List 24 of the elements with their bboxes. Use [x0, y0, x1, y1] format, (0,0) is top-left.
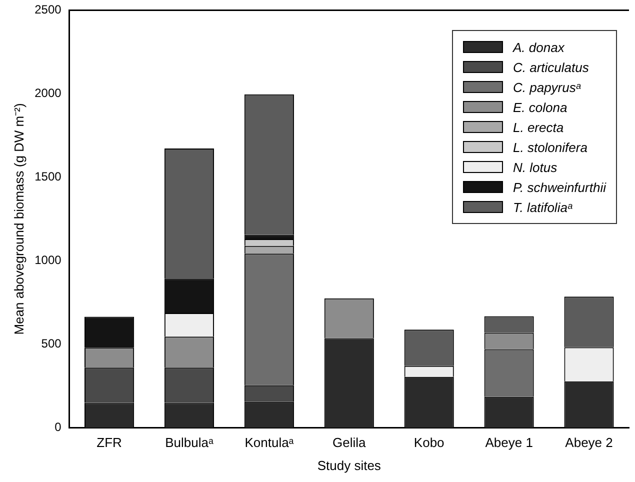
legend-label: N. lotus: [513, 160, 558, 175]
legend-label: C. articulatus: [513, 60, 589, 75]
y-axis-title: Mean aboveground biomass (g DW m⁻²): [11, 103, 26, 335]
x-tick-label: Bulbulaᵃ: [165, 435, 214, 450]
x-tick-label: Abeye 1: [485, 435, 533, 450]
x-tick-label: Abeye 2: [565, 435, 613, 450]
y-tick-label: 2500: [34, 2, 62, 17]
legend-label: A. donax: [513, 40, 564, 55]
y-tick-label: 0: [54, 420, 62, 434]
x-tick-label: Kobo: [414, 435, 444, 450]
x-tick-label: Kontulaᵃ: [244, 435, 294, 450]
y-tick-label: 1500: [34, 170, 62, 184]
legend-label: L. erecta: [513, 120, 564, 135]
legend-label: C. papyrusᵃ: [513, 80, 581, 95]
x-axis-title: Study sites: [317, 458, 382, 473]
y-tick-label: 1000: [34, 253, 62, 268]
legend-label: E. colona: [513, 100, 568, 115]
x-tick-label: Gelila: [332, 435, 367, 450]
legend-label: T. latifoliaᵃ: [513, 200, 572, 215]
y-tick-label: 2000: [34, 86, 62, 100]
y-tick-label: 500: [41, 336, 62, 351]
legend-label: L. stolonifera: [513, 140, 588, 155]
legend-label: P. schweinfurthii: [513, 180, 606, 195]
x-tick-label: ZFR: [96, 435, 122, 450]
